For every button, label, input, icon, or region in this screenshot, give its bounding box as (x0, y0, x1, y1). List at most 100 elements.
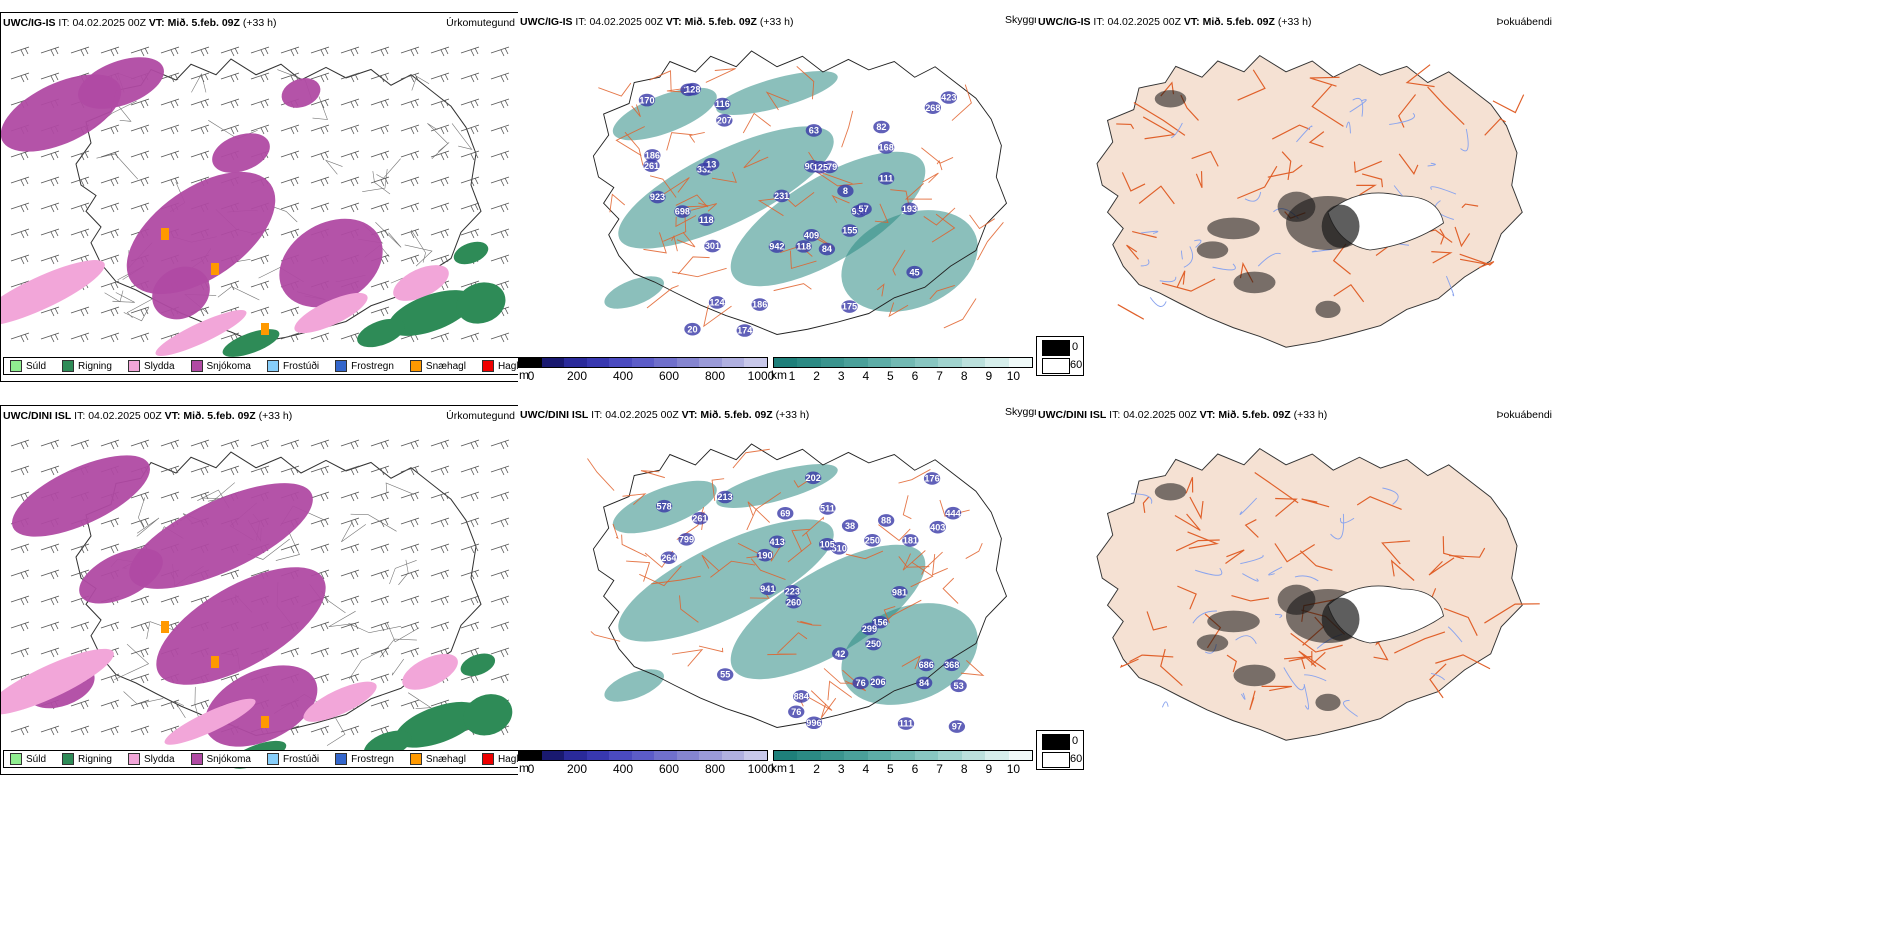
precip-legend-item: Frostregn (335, 753, 394, 765)
precip-legend-swatch (335, 753, 348, 765)
visibility-tick: 10 (1006, 369, 1021, 383)
visibility-tick: 5 (887, 762, 894, 776)
cloud-base-label: 42 (835, 649, 845, 659)
precip-legend-item: Rigning (62, 360, 112, 372)
precip-legend-label: Snjókoma (206, 753, 251, 765)
field-title-visibility: Skyggni (1005, 406, 1043, 418)
cloud-base-label: 264 (661, 553, 677, 563)
cloud-base-label: 193 (902, 204, 917, 214)
precip-legend-label: Frostregn (351, 753, 394, 765)
cloud-base-label: 250 (866, 639, 881, 649)
cloud-visibility-svg-row1: 9429234232613011617519326884332409209581… (592, 50, 1008, 337)
precip-legend-label: Snæhagl (425, 753, 466, 765)
panel-header: UWC/IG-IS IT: 04.02.2025 00Z VT: Mið. 5.… (520, 16, 794, 28)
cloud-base-bar (518, 750, 768, 761)
cloud-base-label: 13 (706, 159, 716, 169)
precip-legend-swatch (266, 753, 279, 765)
cloud-base-label: 128 (685, 84, 700, 94)
cloud-base-label: 55 (720, 670, 730, 680)
precip-legend-item: Snæhagl (409, 360, 466, 372)
precip-legend-item: Súld (10, 360, 46, 372)
cloud-base-colorbar: m 0 200 400 600 800 1000 (518, 750, 775, 776)
cloud-base-label: 45 (909, 267, 919, 277)
precip-legend-label: Súld (26, 753, 47, 765)
cloud-base-label: 170 (639, 95, 654, 105)
precip-legend-swatch (62, 753, 75, 765)
cloud-base-label: 260 (786, 597, 801, 607)
cloud-base-tick: 0 (527, 762, 535, 776)
cloud-base-bar (518, 357, 768, 368)
fog-legend-swatch-60 (1042, 752, 1070, 768)
cloud-base-label: 38 (845, 521, 855, 531)
precip-legend-label: Frostúði (282, 360, 320, 372)
cloud-base-label: 413 (770, 537, 785, 547)
cloud-base-label: 686 (919, 660, 934, 670)
precip-legend-label: Rigning (78, 360, 112, 372)
cloud-base-label: 368 (944, 660, 959, 670)
fog-legend: 0 60 (1036, 730, 1084, 770)
precip-legend-item: Frostúði (266, 753, 319, 765)
cloud-base-label: 69 (780, 508, 790, 518)
field-title-precip-type: Úrkomutegund (446, 17, 515, 29)
panel-header: UWC/DINI ISL IT: 04.02.2025 00Z VT: Mið.… (520, 409, 810, 421)
fog-legend-swatch-0 (1042, 340, 1070, 356)
field-title-precip-type: Úrkomutegund (446, 410, 515, 422)
cloud-base-label: 20 (687, 324, 697, 334)
cloud-base-label: 884 (794, 692, 810, 702)
precip-legend-swatch (62, 360, 75, 372)
cloud-base-label: 332 (697, 164, 712, 174)
cloud-base-tick: 400 (612, 762, 634, 776)
fog-index-svg-row1 (1096, 54, 1525, 348)
precip-legend-item: Rigning (62, 753, 112, 765)
cloud-base-unit: m (519, 368, 529, 382)
fog-legend-label: 60 (1070, 359, 1083, 371)
precip-legend-label: Snjókoma (206, 360, 251, 372)
precip-type-map-row1: UWC/IG-IS IT: 04.02.2025 00Z VT: Mið. 5.… (0, 12, 520, 382)
cloud-base-label: 176 (924, 473, 939, 483)
cloud-base-label: 82 (876, 122, 886, 132)
cloud-base-label: 250 (865, 535, 880, 545)
visibility-colorbar: km 1 2 3 4 5 6 7 8 9 10 (771, 750, 1035, 776)
visibility-unit: km (771, 368, 787, 382)
cloud-base-label: 213 (717, 492, 732, 502)
visibility-tick: 1 (788, 369, 796, 383)
cloud-base-tick: 0 (527, 369, 535, 383)
visibility-tick: 2 (813, 762, 820, 776)
cloud-base-label: 207 (717, 115, 732, 125)
cloud-base-label: 118 (796, 241, 811, 251)
cloud-base-label: 511 (820, 503, 835, 513)
precip-legend-label: Haglél (497, 360, 519, 372)
precip-legend-swatch (190, 360, 203, 372)
cloud-base-label: 981 (892, 587, 907, 597)
cloud-base-label: 168 (879, 143, 894, 153)
cloud-base-label: 908 (805, 161, 820, 171)
fog-legend-label: 60 (1070, 753, 1083, 765)
cloud-base-label: 223 (785, 586, 800, 596)
field-title-fog-index: Þokuábendi (1496, 16, 1552, 28)
cloud-base-tick: 800 (704, 369, 726, 383)
precip-legend-swatch (481, 360, 494, 372)
fog-index-svg-row2 (1096, 447, 1540, 741)
cloud-base-label: 186 (645, 150, 660, 160)
cloud-base-tick: 1000 (747, 762, 775, 776)
cloud-base-label: 186 (752, 300, 767, 310)
precip-legend-label: Rigning (78, 753, 112, 765)
precip-legend-swatch (127, 753, 140, 765)
cloud-base-label: 231 (774, 191, 789, 201)
cloud-base-label: 301 (705, 241, 720, 251)
cloud-base-label: 116 (715, 99, 730, 109)
precip-type-svg-row2 (1, 439, 513, 769)
visibility-tick: 9 (985, 369, 993, 383)
cloud-base-label: 111 (899, 719, 913, 729)
precip-legend-label: Haglél (497, 753, 519, 765)
precip-legend-item: Súld (10, 753, 46, 765)
cloud-base-label: 996 (806, 718, 821, 728)
visibility-tick: 10 (1006, 762, 1021, 776)
cloud-base-tick: 600 (658, 369, 680, 383)
fog-legend-label: 0 (1072, 735, 1079, 747)
precip-type-map-row2: UWC/DINI ISL IT: 04.02.2025 00Z VT: Mið.… (0, 405, 520, 775)
cloud-base-colorbar: m 0 200 400 600 800 1000 (518, 357, 774, 383)
precip-legend-swatch (481, 753, 494, 765)
fog-legend-swatch-0 (1042, 734, 1070, 750)
